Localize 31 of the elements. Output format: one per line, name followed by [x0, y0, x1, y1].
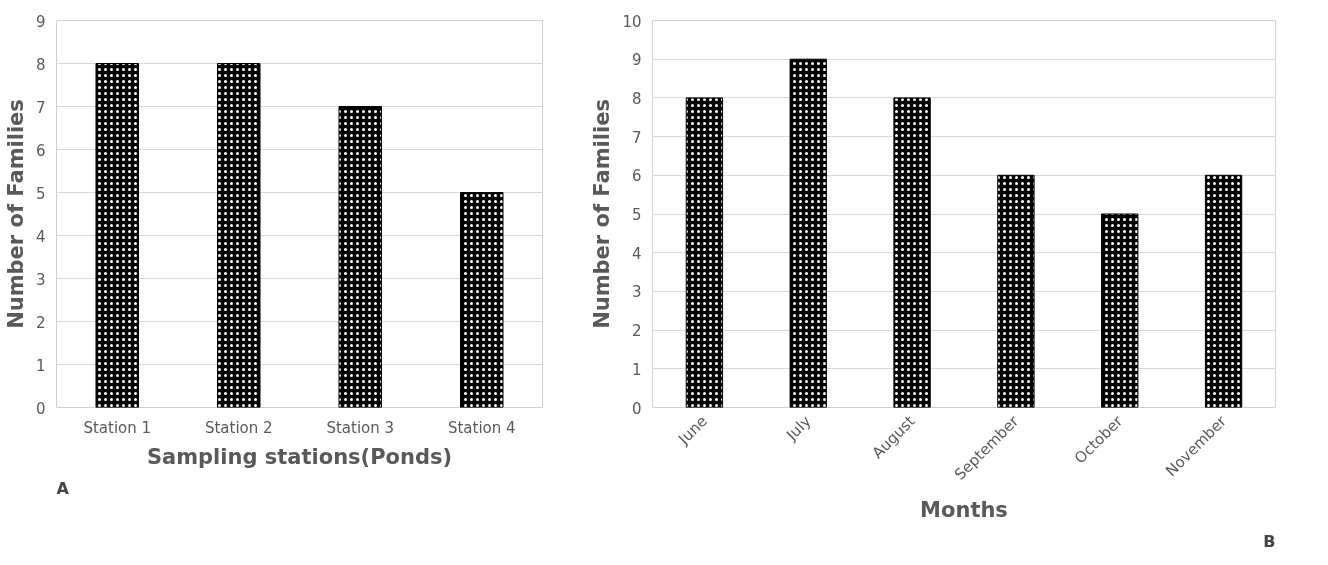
y-tick-label: 1	[35, 356, 46, 375]
y-tick-label: 2	[631, 322, 642, 341]
y-tick-label: 5	[631, 206, 642, 224]
y-tick-label: 4	[631, 244, 642, 263]
y-tick-label: 6	[631, 167, 642, 186]
y-tick-label: 4	[35, 227, 46, 246]
y-tick-label: 9	[35, 12, 46, 31]
y-tick-label: 1	[631, 360, 642, 379]
text: A	[56, 478, 70, 498]
y-axis-title: Number of Families	[590, 99, 615, 329]
text: B	[1263, 531, 1276, 551]
y-tick-label: 9	[631, 51, 642, 70]
y-tick-label: 6	[35, 141, 46, 160]
y-tick-label: 5	[35, 184, 46, 203]
x-tick-label: Station 1	[83, 418, 152, 437]
y-tick-label: 2	[35, 313, 46, 332]
y-tick-label: 0	[631, 399, 642, 418]
x-tick-label: Station 3	[326, 418, 395, 437]
x-axis-title: Sampling stations(Ponds)	[146, 444, 453, 469]
y-tick-label: 7	[35, 98, 46, 117]
x-axis-title: Months	[920, 497, 1008, 522]
x-tick-label: Station 4	[447, 418, 516, 437]
y-tick-label: 10	[622, 12, 642, 31]
y-tick-label: 0	[35, 399, 46, 418]
x-tick-label: Station 2	[204, 418, 273, 437]
y-tick-label: 3	[631, 283, 642, 302]
y-axis-title: Number of Families	[3, 99, 28, 329]
y-tick-label: 3	[35, 270, 46, 289]
y-tick-label: 8	[631, 89, 642, 108]
y-tick-label: 8	[35, 55, 46, 74]
y-tick-label: 7	[631, 128, 642, 147]
